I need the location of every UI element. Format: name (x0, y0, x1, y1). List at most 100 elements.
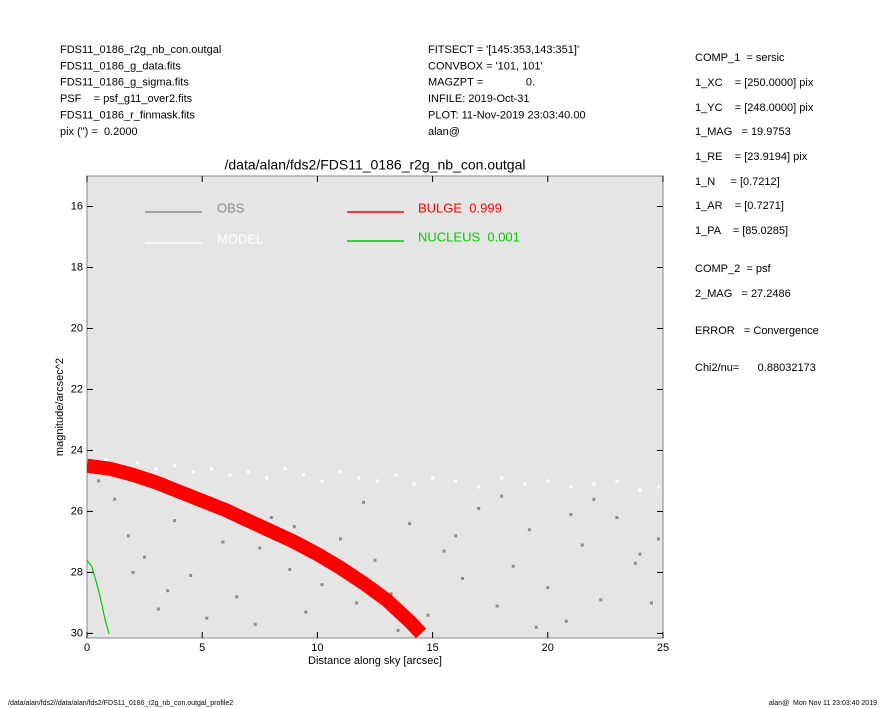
data-point (527, 528, 531, 532)
header-middle-line: MAGZPT = 0. (428, 77, 535, 89)
fit-parameter: 1_MAG = 19.9753 (695, 126, 791, 138)
fit-parameter: 2_MAG = 27.2486 (695, 288, 791, 300)
data-point (523, 482, 527, 486)
data-point (166, 589, 170, 593)
data-point (191, 470, 195, 474)
data-point (426, 613, 430, 617)
data-point (454, 479, 458, 483)
fit-parameter: 1_PA = [85.0285] (695, 225, 788, 237)
x-tick-label: 0 (84, 642, 90, 654)
data-point (431, 476, 435, 480)
y-tick-label: 28 (71, 566, 83, 578)
y-axis-label: magnitude/arcsec^2 (54, 358, 66, 456)
data-point (389, 592, 393, 596)
fit-parameter: COMP_2 = psf (695, 263, 771, 275)
data-point (113, 497, 117, 501)
data-point (173, 464, 177, 468)
legend-label: MODEL (217, 231, 263, 246)
data-point (143, 555, 147, 559)
fit-parameter: Chi2/nu= 0.88032173 (695, 362, 816, 374)
header-middle-line: alan@ (428, 126, 460, 138)
data-point (534, 625, 538, 629)
data-point (283, 467, 287, 471)
data-point (656, 485, 660, 489)
fit-parameter: 1_N = [0.7212] (695, 176, 780, 188)
data-point (357, 476, 361, 480)
data-point (615, 479, 619, 483)
header-left-line: pix (") = 0.2000 (60, 126, 138, 138)
legend-label: NUCLEUS 0.001 (418, 229, 520, 244)
data-point (126, 534, 130, 538)
fit-parameter: 1_RE = [23.9194] pix (695, 151, 808, 163)
header-left-line: FDS11_0186_g_sigma.fits (60, 77, 189, 89)
header-left-line: PSF = psf_g11_over2.fits (60, 93, 193, 105)
x-tick-label: 10 (311, 642, 323, 654)
data-point (320, 479, 324, 483)
data-point (235, 595, 239, 599)
data-point (569, 512, 573, 516)
data-point (477, 506, 481, 510)
y-tick-label: 30 (71, 627, 83, 639)
data-point (97, 479, 101, 483)
footer-right: alan@ Mon Nov 11 23:03:40 2019 (769, 700, 877, 707)
data-point (375, 479, 379, 483)
y-tick-label: 16 (71, 200, 83, 212)
data-point (304, 610, 308, 614)
header-middle-line: FITSECT = '[145:353,143:351]' (428, 44, 579, 56)
y-tick-label: 24 (71, 444, 83, 456)
data-point (288, 567, 292, 571)
data-point (412, 482, 416, 486)
x-tick-label: 15 (426, 642, 438, 654)
header-left-line: FDS11_0186_g_data.fits (60, 60, 181, 72)
data-point (500, 476, 504, 480)
data-point (546, 479, 550, 483)
data-point (546, 586, 550, 590)
data-point (592, 497, 596, 501)
data-point (154, 467, 158, 471)
data-point (599, 598, 603, 602)
data-point (592, 482, 596, 486)
data-point (638, 488, 642, 492)
data-point (564, 619, 568, 623)
data-point (580, 543, 584, 547)
fit-parameter: COMP_1 = sersic (695, 52, 785, 64)
data-point (292, 525, 296, 529)
data-point (258, 546, 262, 550)
data-point (569, 485, 573, 489)
data-point (338, 537, 342, 541)
header-middle-line: PLOT: 11-Nov-2019 23:03:40.00 (428, 110, 586, 122)
profile-line (87, 458, 427, 638)
x-tick-label: 25 (657, 642, 669, 654)
header-middle-line: INFILE: 2019-Oct-31 (428, 93, 530, 105)
profile-line (87, 559, 110, 634)
data-point (461, 577, 465, 581)
data-point (633, 561, 637, 565)
data-point (355, 601, 359, 605)
data-point (394, 473, 398, 477)
data-point (500, 494, 504, 498)
data-point (156, 607, 160, 611)
plot-area (86, 175, 664, 639)
data-point (136, 461, 140, 465)
data-point (205, 616, 209, 620)
fit-parameter: ERROR = Convergence (695, 325, 819, 337)
fit-parameter: 1_XC = [250.0000] pix (695, 77, 814, 89)
data-point (228, 473, 232, 477)
data-point (649, 601, 653, 605)
y-tick-label: 26 (71, 505, 83, 517)
data-point (302, 473, 306, 477)
x-tick-label: 5 (199, 642, 205, 654)
data-point (361, 500, 365, 504)
data-point (189, 573, 193, 577)
data-point (320, 583, 324, 587)
data-point (477, 485, 481, 489)
data-point (338, 470, 342, 474)
data-point (103, 458, 107, 462)
header-left-line: FDS11_0186_r_finmask.fits (60, 110, 195, 122)
legend-label: BULGE 0.999 (418, 200, 502, 215)
data-point (221, 540, 225, 544)
y-tick-label: 20 (71, 322, 83, 334)
x-tick-label: 20 (542, 642, 554, 654)
